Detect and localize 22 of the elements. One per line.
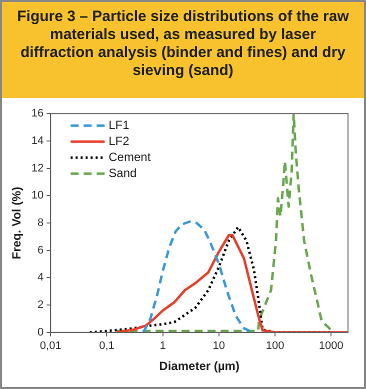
y-tick-label: 10 [31, 190, 44, 202]
x-tick-label: 0,1 [99, 340, 114, 352]
x-tick-label: 0,01 [40, 340, 62, 352]
x-tick-label: 10 [212, 340, 226, 352]
legend-label: Sand [108, 166, 137, 180]
y-tick-label: 16 [31, 108, 44, 120]
legend-label: LF2 [108, 134, 130, 148]
chart-title: Figure 3 – Particle size distributions of the raw materials used, as measured by laser diffraction analysis (binder and fines) and dry sieving (sand) [2, 2, 364, 98]
y-tick-label: 12 [31, 162, 44, 174]
y-tick-label: 8 [38, 217, 44, 230]
y-tick-label: 0 [38, 326, 44, 338]
y-tick-label: 4 [38, 272, 44, 284]
x-axis-title: Diameter (µm) [159, 359, 240, 374]
y-axis-title: Freq. Vol (%) [10, 186, 24, 260]
legend-label: Cement [108, 150, 152, 164]
x-tick-label: 1 [160, 340, 166, 352]
legend-label: LF1 [108, 118, 130, 132]
y-tick-label: 14 [31, 134, 44, 147]
y-tick-label: 6 [38, 244, 44, 256]
y-tick-label: 2 [38, 299, 44, 312]
x-tick-label: 100 [266, 340, 284, 352]
x-tick-label: 1000 [318, 340, 344, 352]
